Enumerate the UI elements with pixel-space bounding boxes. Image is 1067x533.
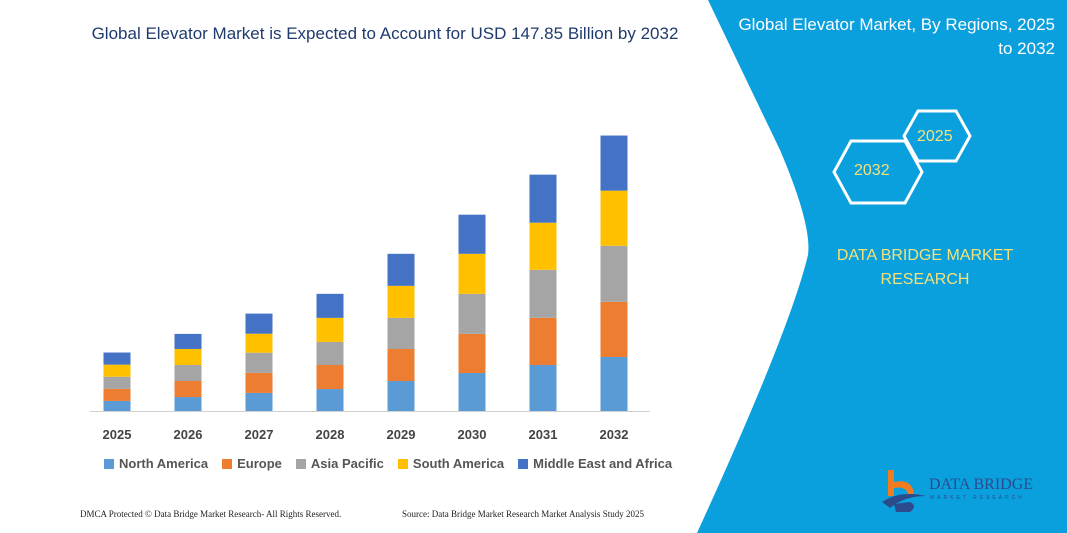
legend: North America Europe Asia Pacific South Ame… <box>104 456 672 471</box>
legend-item: Middle East and Africa <box>518 456 672 471</box>
bar-segment-2031-north-america <box>529 364 557 411</box>
bar-segment-2032-middle-east-and-africa <box>600 135 628 191</box>
legend-swatch <box>104 458 114 469</box>
bar-segment-2025-europe <box>103 388 131 401</box>
bar-segment-2029-europe <box>387 348 415 382</box>
bar-segment-2031-south-america <box>529 222 557 270</box>
x-tick-label: 2026 <box>174 427 203 442</box>
hex-label-2032: 2032 <box>854 162 890 179</box>
bar-segment-2027-south-america <box>245 333 273 353</box>
bar-segment-2030-north-america <box>458 373 486 411</box>
bar-segment-2028-middle-east-and-africa <box>316 293 344 318</box>
chart-title: Global Elevator Market is Expected to Ac… <box>91 24 679 43</box>
bar-segment-2027-north-america <box>245 392 273 411</box>
bar-segment-2029-south-america <box>387 285 415 318</box>
bar-segment-2026-middle-east-and-africa <box>174 333 202 349</box>
x-tick-label: 2031 <box>529 427 558 442</box>
bar-segment-2025-asia-pacific <box>103 376 131 389</box>
footer-source: Source: Data Bridge Market Research Mark… <box>402 509 644 519</box>
brand-text: DATA BRIDGE MARKET RESEARCH <box>836 247 1014 288</box>
bar-segment-2028-asia-pacific <box>316 341 344 365</box>
bar-segment-2028-north-america <box>316 389 344 411</box>
x-tick-label: 2032 <box>600 427 629 442</box>
x-tick-label: 2029 <box>387 427 416 442</box>
footer-copyright: DMCA Protected © Data Bridge Market Rese… <box>80 509 342 519</box>
legend-label: North America <box>119 456 209 471</box>
bar-segment-2026-south-america <box>174 348 202 365</box>
legend-label: South America <box>412 456 505 471</box>
bar-segment-2030-middle-east-and-africa <box>458 214 486 254</box>
hexagon-2025-icon <box>902 109 972 163</box>
legend-swatch <box>397 458 408 469</box>
x-tick-label: 2025 <box>103 427 132 442</box>
bar-segment-2028-south-america <box>316 317 344 342</box>
bar-segment-2025-north-america <box>103 400 131 411</box>
data-bridge-logo-icon <box>882 470 926 512</box>
legend-item: South America <box>397 456 505 471</box>
bar-segment-2029-asia-pacific <box>387 317 415 349</box>
logo-text: DATA BRIDGE <box>929 476 1034 493</box>
bar-segment-2025-south-america <box>103 364 131 377</box>
bar-segment-2026-north-america <box>174 397 202 411</box>
bar-segment-2032-europe <box>600 301 628 357</box>
legend-item: Asia Pacific <box>295 456 384 471</box>
legend-swatch <box>295 458 306 469</box>
bar-segment-2028-europe <box>316 364 344 390</box>
bar-segment-2027-europe <box>245 372 273 393</box>
bar-segment-2031-europe <box>529 317 557 365</box>
bar-segment-2030-asia-pacific <box>458 293 486 334</box>
hexagon-2032-icon <box>832 139 924 205</box>
legend-swatch <box>222 458 233 469</box>
x-tick-label: 2028 <box>316 427 345 442</box>
bar-segment-2027-middle-east-and-africa <box>245 313 273 334</box>
bar-segment-2027-asia-pacific <box>245 352 273 373</box>
x-tick-label: 2027 <box>245 427 274 442</box>
bar-segment-2026-europe <box>174 381 202 398</box>
bar-segment-2030-south-america <box>458 253 486 294</box>
legend-item: Europe <box>222 456 282 471</box>
hex-label-2025: 2025 <box>917 128 953 145</box>
legend-label: Asia Pacific <box>310 456 384 471</box>
bar-segment-2032-asia-pacific <box>600 245 628 302</box>
bar-segment-2031-asia-pacific <box>529 269 557 318</box>
legend-item: North America <box>104 456 208 471</box>
legend-label: Europe <box>237 456 282 471</box>
logo-subtext: MARKET RESEARCH <box>930 495 1025 501</box>
side-panel-title: Global Elevator Market, By Regions, 2025… <box>738 15 1055 58</box>
x-tick-label: 2030 <box>458 427 487 442</box>
legend-label: Middle East and Africa <box>533 456 673 471</box>
bar-segment-2026-asia-pacific <box>174 364 202 382</box>
bar-segment-2029-middle-east-and-africa <box>387 253 415 286</box>
bar-segment-2032-south-america <box>600 190 628 246</box>
legend-swatch <box>518 458 529 469</box>
bar-segment-2029-north-america <box>387 381 415 411</box>
bar-segment-2031-middle-east-and-africa <box>529 174 557 223</box>
bar-segment-2032-north-america <box>600 356 628 411</box>
bar-segment-2025-middle-east-and-africa <box>103 352 131 365</box>
bar-segment-2030-europe <box>458 333 486 374</box>
